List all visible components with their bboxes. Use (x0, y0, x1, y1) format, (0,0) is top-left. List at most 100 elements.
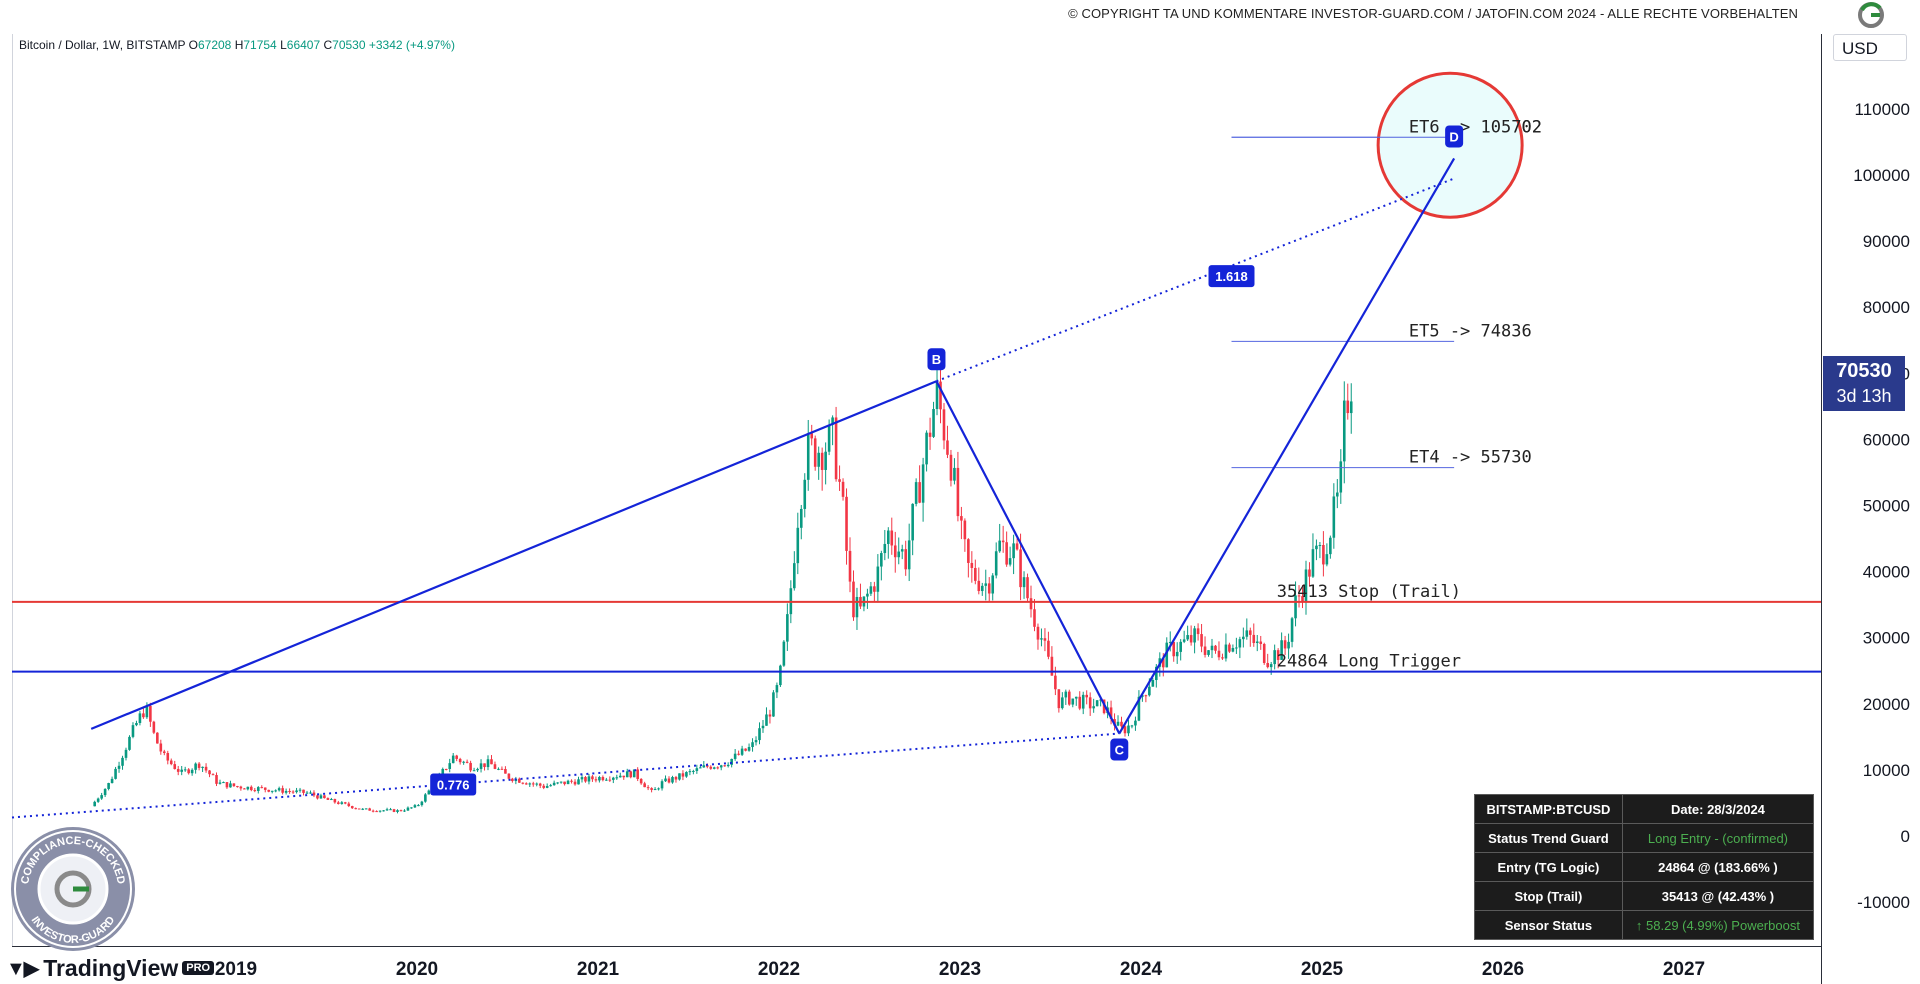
x-tick-label: 2021 (577, 959, 620, 980)
candle-body (410, 807, 413, 809)
candle-body (987, 583, 991, 594)
candle-body (960, 516, 963, 521)
wave-overlay: 35413 Stop (Trail) 24864 Long Trigger ET6 … (11, 71, 1821, 819)
candle-body (1224, 644, 1228, 659)
candle-body (1332, 496, 1336, 538)
candle-body (552, 782, 556, 786)
candle-body (831, 417, 834, 425)
candle-body (852, 581, 855, 618)
candle-body (573, 781, 577, 785)
table-row: Entry (TG Logic) 24864 @ (183.66% ) (1474, 852, 1815, 882)
candle-body (977, 580, 981, 592)
candle-body (1033, 609, 1036, 627)
price-axis-border (1821, 34, 1822, 984)
ratio-badge (430, 773, 477, 796)
currency-selector[interactable]: USD (1833, 34, 1907, 61)
candle-body (117, 765, 121, 769)
candle-body (612, 777, 615, 780)
candle-body (316, 795, 319, 799)
tradingview-logo[interactable]: ▼▶ TradingView PRO (6, 954, 215, 982)
candle-body (396, 810, 399, 812)
candle-body (625, 771, 629, 778)
candle-body (1092, 706, 1095, 709)
candle-body (298, 789, 302, 791)
candle-body (187, 769, 190, 774)
y-tick-label: 10000 (1863, 761, 1910, 780)
table-cell: Date: 28/3/2024 (1621, 794, 1815, 824)
candle-body (211, 774, 215, 776)
table-cell: BITSTAMP:BTCUSD (1474, 794, 1623, 824)
candle-body (873, 586, 876, 592)
candle-body (699, 767, 702, 769)
candle-body (664, 778, 667, 782)
candle-body (267, 789, 271, 792)
candle-body (636, 769, 639, 779)
candle-body (615, 777, 619, 779)
candle-body (1339, 461, 1343, 493)
candle-body (1095, 700, 1099, 707)
candle-body (493, 764, 497, 769)
candle-body (709, 766, 713, 769)
candle-body (674, 777, 678, 780)
candle-body (719, 765, 723, 768)
candle-body (925, 432, 928, 465)
candle-body (949, 454, 953, 481)
candle-body (1301, 596, 1304, 603)
candle-body (204, 766, 208, 771)
x-tick-label: 2022 (758, 959, 800, 980)
candle-body (869, 586, 873, 594)
candle-body (476, 768, 479, 771)
candle-body (580, 777, 584, 780)
candle-body (458, 758, 462, 763)
candle-body (1283, 640, 1287, 649)
candle-body (991, 575, 995, 594)
candle-body (1346, 400, 1350, 414)
candle-body (1349, 401, 1353, 414)
candle-body (124, 749, 128, 758)
legend-symbol: Bitcoin / Dollar, 1W, BITSTAMP (19, 38, 186, 52)
candle-body (622, 775, 626, 778)
candle-body (215, 775, 218, 784)
candle-body (1001, 540, 1005, 543)
candle-body (347, 803, 351, 807)
candle-body (1151, 680, 1155, 687)
candle-body (605, 779, 608, 781)
candle-body (730, 758, 733, 765)
candle-body (1123, 726, 1127, 734)
wave-line-cd (1118, 157, 1456, 735)
candle-body (1193, 628, 1196, 643)
candle-body (681, 773, 685, 777)
wave-point-label: B (932, 352, 941, 367)
tradingview-logo-icon: ▼▶ (6, 957, 39, 980)
candle-body (855, 596, 859, 618)
candle-body (754, 740, 758, 743)
legend-high-label: H (234, 38, 244, 52)
candle-body (451, 755, 455, 764)
candle-body (921, 464, 925, 503)
y-tick-label: 90000 (1863, 232, 1910, 251)
candle-body (270, 790, 274, 792)
table-cell: Status Trend Guard (1474, 823, 1623, 853)
candle-body (1297, 595, 1301, 597)
candle-body (427, 790, 431, 795)
table-cell: 24864 @ (183.66% ) (1621, 852, 1815, 882)
candle-body (375, 811, 378, 813)
x-tick-label: 2024 (1120, 959, 1163, 980)
x-tick-label: 2026 (1482, 959, 1524, 980)
candle-body (208, 770, 211, 775)
candle-body (1186, 635, 1189, 640)
candle-body (166, 753, 170, 761)
candle-body (507, 773, 511, 779)
candle-body (782, 641, 786, 666)
candle-body (114, 768, 117, 779)
candle-body (549, 785, 552, 787)
candle-body (371, 810, 375, 812)
candle-body (218, 782, 222, 784)
candle-body (848, 550, 852, 582)
candle-body (1067, 691, 1071, 705)
candle-body (1026, 577, 1029, 599)
candle-body (145, 705, 149, 718)
candle-body (511, 778, 514, 782)
candle-body (911, 503, 914, 541)
